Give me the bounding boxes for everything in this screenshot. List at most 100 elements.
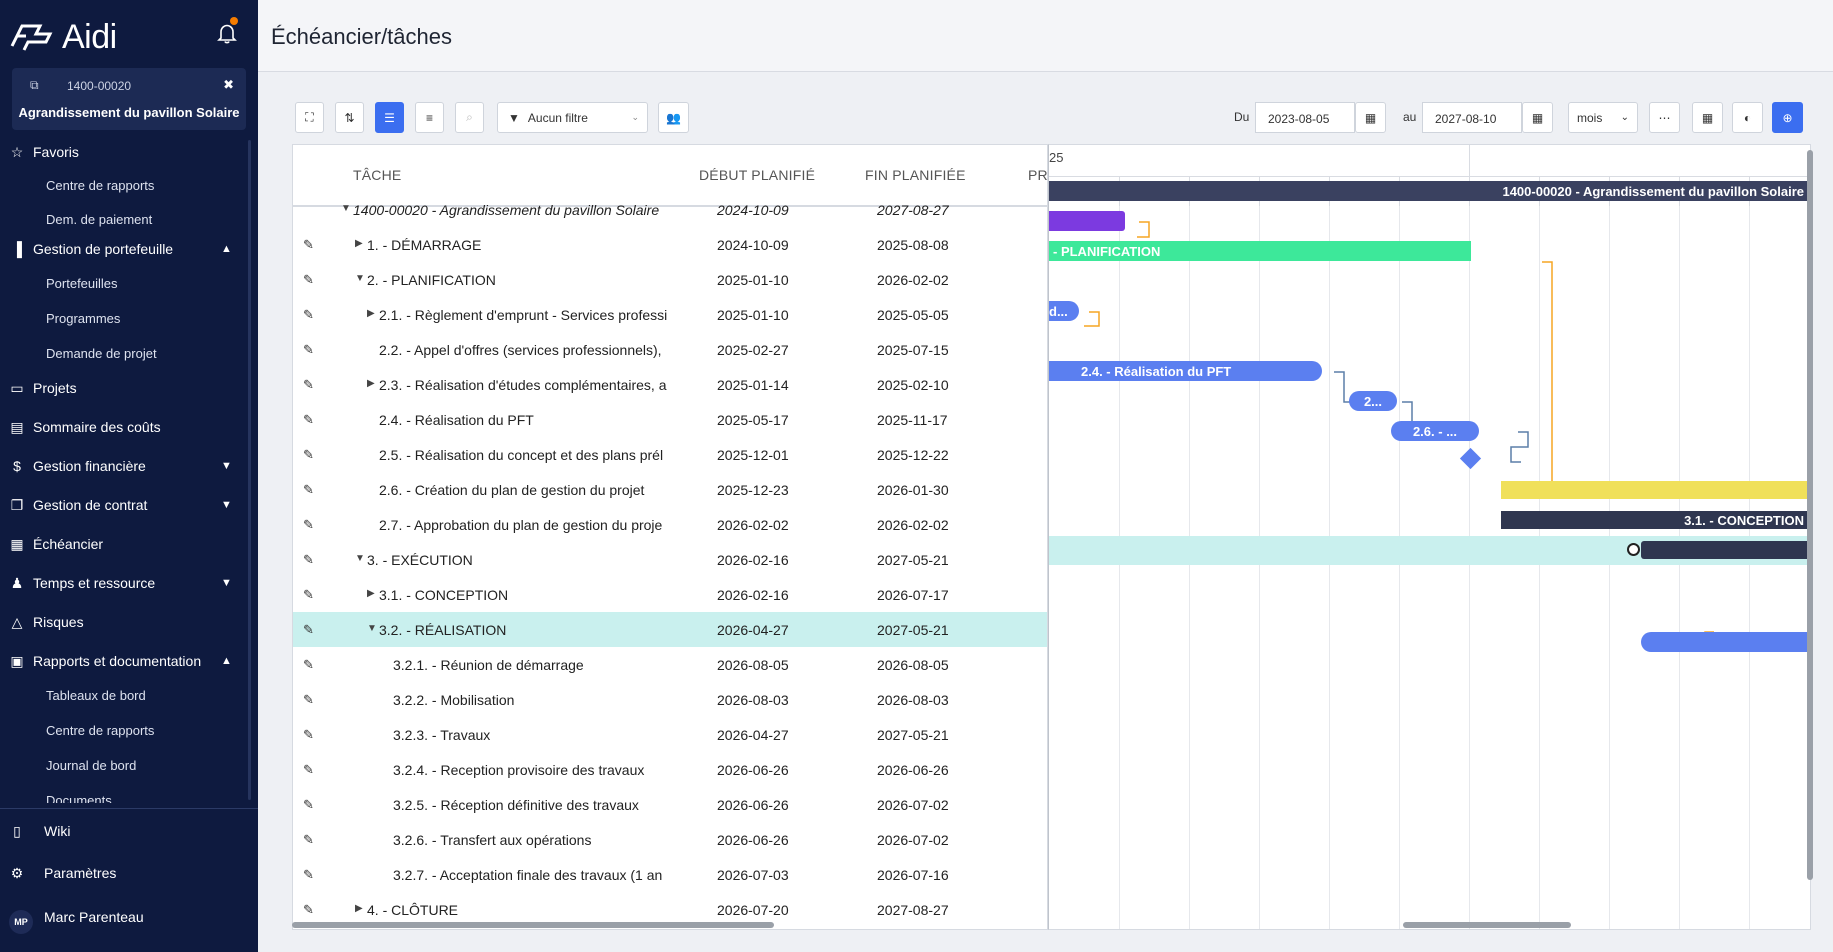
gantt-bar-execution[interactable] xyxy=(1501,481,1810,499)
edit-icon[interactable]: ✎ xyxy=(303,587,314,602)
expand-icon[interactable]: ▶ xyxy=(367,378,375,389)
table-row[interactable]: ✎ ▶ 2.3. - Réalisation d'études complément… xyxy=(293,367,1047,402)
edit-icon[interactable]: ✎ xyxy=(303,762,314,777)
sort-button[interactable]: ⇅ xyxy=(335,102,364,133)
sub-item-programmes[interactable]: Programmes xyxy=(46,311,121,326)
gantt-bar-2-5[interactable]: 2... xyxy=(1349,391,1397,411)
column-header-extra[interactable]: PRO xyxy=(1028,167,1048,183)
table-row[interactable]: ✎ 3.2.6. - Transfert aux opérations 2026-0… xyxy=(293,822,1047,857)
link-handle[interactable] xyxy=(1627,543,1640,556)
gantt-horizontal-scrollbar[interactable] xyxy=(1403,922,1571,928)
table-row[interactable]: ✎ 3.2.3. - Travaux 2026-04-27 2027-05-21 xyxy=(293,717,1047,752)
column-header-task[interactable]: TÂCHE xyxy=(353,167,402,183)
gantt-bar-realisation[interactable] xyxy=(1641,541,1810,559)
table-row[interactable]: ✎ 2.2. - Appel d'offres (services profess… xyxy=(293,332,1047,367)
gantt-bar-2-6[interactable]: 2.6. - ... xyxy=(1391,421,1479,441)
edit-icon[interactable]: ✎ xyxy=(303,377,314,392)
team-button[interactable]: 👥 xyxy=(658,102,689,133)
table-row[interactable]: ✎ 3.2.7. - Acceptation finale des travaux… xyxy=(293,857,1047,892)
sub-item-tableaux-bord[interactable]: Tableaux de bord xyxy=(46,688,146,703)
edit-icon[interactable]: ✎ xyxy=(303,272,314,287)
table-row[interactable]: ✎ 2.4. - Réalisation du PFT 2025-05-17 2025… xyxy=(293,402,1047,437)
sub-item-demande-projet[interactable]: Demande de projet xyxy=(46,346,157,361)
edit-icon[interactable]: ✎ xyxy=(303,867,314,882)
edit-icon[interactable]: ✎ xyxy=(303,447,314,462)
edit-icon[interactable]: ✎ xyxy=(303,342,314,357)
sub-item-documents[interactable]: Documents xyxy=(46,793,112,803)
edit-icon[interactable]: ✎ xyxy=(303,657,314,672)
expand-icon[interactable]: ▶ xyxy=(355,238,363,249)
from-date-input[interactable]: 2023-08-05 xyxy=(1255,102,1355,133)
external-link-icon[interactable]: ⧉ xyxy=(30,78,39,92)
collapse-icon[interactable]: ▼ xyxy=(367,623,377,634)
filter-select[interactable]: ▼ Aucun filtre ⌄ xyxy=(497,102,648,133)
expand-icon[interactable]: ▶ xyxy=(355,903,363,914)
gantt-bar-project[interactable]: 1400-00020 - Agrandissement du pavillon … xyxy=(1049,181,1810,201)
table-row[interactable]: ✎ ▶ 3.1. - CONCEPTION 2026-02-16 2026-07-17 xyxy=(293,577,1047,612)
collapse-icon[interactable]: ▼ xyxy=(355,553,365,564)
table-row[interactable]: ✎ ▼ 3. - EXÉCUTION 2026-02-16 2027-05-21 xyxy=(293,542,1047,577)
table-row[interactable]: ✎ ▶ 4. - CLÔTURE 2026-07-20 2027-08-27 xyxy=(293,892,1047,927)
edit-icon[interactable]: ✎ xyxy=(303,832,314,847)
table-row[interactable]: ✎ ▶ 1. - DÉMARRAGE 2024-10-09 2025-08-08 xyxy=(293,227,1047,262)
close-icon[interactable]: ✖ xyxy=(223,77,234,92)
edit-icon[interactable]: ✎ xyxy=(303,727,314,742)
table-row[interactable]: ✎ 3.2.2. - Mobilisation 2026-08-03 2026-08-… xyxy=(293,682,1047,717)
table-row[interactable]: ✎ ▶ 2.1. - Règlement d'emprunt - Services … xyxy=(293,297,1047,332)
bell-icon[interactable] xyxy=(216,22,238,44)
edit-icon[interactable]: ✎ xyxy=(303,552,314,567)
gantt-vertical-scrollbar[interactable] xyxy=(1807,150,1813,880)
grid-view-button[interactable]: ☰ xyxy=(375,102,404,133)
sub-item-journal-bord[interactable]: Journal de bord xyxy=(46,758,137,773)
more-button[interactable]: ⋯ xyxy=(1649,102,1680,133)
sub-item-portefeuilles[interactable]: Portefeuilles xyxy=(46,276,118,291)
aidi-logo[interactable]: Aidi xyxy=(10,17,117,57)
table-row[interactable]: ▼ 1400-00020 - Agrandissement du pavillon… xyxy=(293,192,1047,227)
edit-icon[interactable]: ✎ xyxy=(303,482,314,497)
edit-icon[interactable]: ✎ xyxy=(303,517,314,532)
collapse-icon[interactable]: ▼ xyxy=(341,203,351,214)
avatar[interactable]: MP xyxy=(9,910,33,934)
search-button[interactable]: ⌕ xyxy=(455,102,484,133)
table-row[interactable]: ✎ 3.2.1. - Réunion de démarrage 2026-08-05… xyxy=(293,647,1047,682)
edit-icon[interactable]: ✎ xyxy=(303,692,314,707)
sub-item-centre-rapports[interactable]: Centre de rapports xyxy=(46,178,155,193)
gantt-bar-conception[interactable]: 3.1. - CONCEPTION xyxy=(1501,511,1810,529)
column-header-start[interactable]: DÉBUT PLANIFIÉ xyxy=(699,167,816,183)
fullscreen-button[interactable]: ⛶ xyxy=(295,102,324,133)
from-calendar-button[interactable]: ▦ xyxy=(1355,102,1386,133)
edit-icon[interactable]: ✎ xyxy=(303,412,314,427)
project-selector[interactable]: ⧉ 1400-00020 ✖ Agrandissement du pavillo… xyxy=(12,68,246,130)
column-header-end[interactable]: FIN PLANIFIÉE xyxy=(865,167,966,183)
edit-icon[interactable]: ✎ xyxy=(303,902,314,917)
table-row[interactable]: ✎ 2.5. - Réalisation du concept et des pl… xyxy=(293,437,1047,472)
align-button[interactable]: ≡ xyxy=(415,102,444,133)
add-button[interactable]: ⊕ xyxy=(1772,102,1803,133)
expand-icon[interactable]: ▶ xyxy=(367,588,375,599)
gantt-bar-planification[interactable]: - PLANIFICATION xyxy=(1049,241,1471,261)
gantt-bar-2-3[interactable]: d... xyxy=(1049,301,1079,321)
collapse-icon[interactable]: ▼ xyxy=(355,273,365,284)
gantt-bar-2-4[interactable]: 2.4. - Réalisation du PFT xyxy=(1049,361,1322,381)
table-row[interactable]: ✎ ▼ 2. - PLANIFICATION 2025-01-10 2026-02-02 xyxy=(293,262,1047,297)
critical-path-button[interactable]: ◐ xyxy=(1732,102,1763,133)
sidebar-scrollbar[interactable] xyxy=(248,140,251,800)
table-row[interactable]: ✎ 3.2.4. - Reception provisoire des trava… xyxy=(293,752,1047,787)
scale-select[interactable]: mois ⌄ xyxy=(1568,102,1638,133)
edit-icon[interactable]: ✎ xyxy=(303,307,314,322)
table-row[interactable]: ✎ ▼ 3.2. - RÉALISATION 2026-04-27 2027-05-21 xyxy=(293,612,1047,647)
table-row[interactable]: ✎ 2.6. - Création du plan de gestion du p… xyxy=(293,472,1047,507)
table-row[interactable]: ✎ 2.7. - Approbation du plan de gestion d… xyxy=(293,507,1047,542)
grid-horizontal-scrollbar[interactable] xyxy=(292,922,774,928)
gantt-bar-demarrage[interactable] xyxy=(1049,211,1125,231)
edit-icon[interactable]: ✎ xyxy=(303,237,314,252)
sub-item-dem-paiement[interactable]: Dem. de paiement xyxy=(46,212,153,227)
gantt-bar-3-2-3[interactable] xyxy=(1641,632,1810,652)
table-row[interactable]: ✎ 3.2.5. - Réception définitive des trava… xyxy=(293,787,1047,822)
expand-icon[interactable]: ▶ xyxy=(367,308,375,319)
edit-icon[interactable]: ✎ xyxy=(303,797,314,812)
sub-item-centre-rapports-2[interactable]: Centre de rapports xyxy=(46,723,155,738)
to-date-input[interactable]: 2027-08-10 xyxy=(1422,102,1522,133)
to-calendar-button[interactable]: ▦ xyxy=(1522,102,1553,133)
edit-icon[interactable]: ✎ xyxy=(303,622,314,637)
